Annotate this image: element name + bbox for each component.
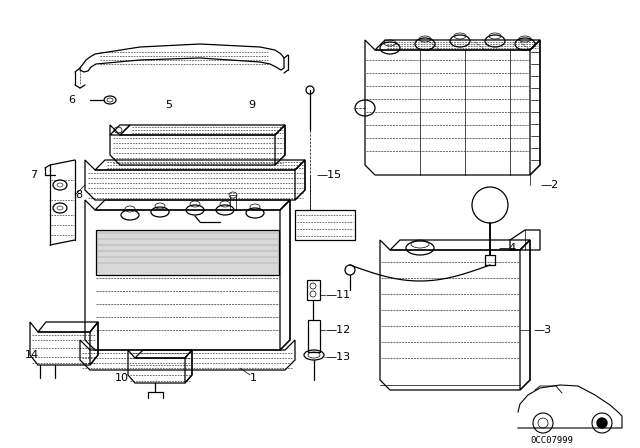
Text: —15: —15 xyxy=(316,170,341,180)
Text: 1: 1 xyxy=(250,373,257,383)
Text: 5: 5 xyxy=(165,100,172,110)
Text: 7: 7 xyxy=(30,170,37,180)
Text: 9: 9 xyxy=(248,100,255,110)
Text: —11: —11 xyxy=(325,290,350,300)
Text: —2: —2 xyxy=(540,180,558,190)
Text: 0CC07999: 0CC07999 xyxy=(530,435,573,444)
Ellipse shape xyxy=(597,418,607,428)
Text: 14: 14 xyxy=(25,350,39,360)
Text: —4: —4 xyxy=(498,243,516,253)
Text: 6: 6 xyxy=(68,95,75,105)
Polygon shape xyxy=(96,230,279,275)
Text: —12: —12 xyxy=(325,325,350,335)
Text: —13: —13 xyxy=(325,352,350,362)
Text: 10: 10 xyxy=(115,373,129,383)
Text: —3: —3 xyxy=(533,325,551,335)
Text: 8: 8 xyxy=(75,190,82,200)
